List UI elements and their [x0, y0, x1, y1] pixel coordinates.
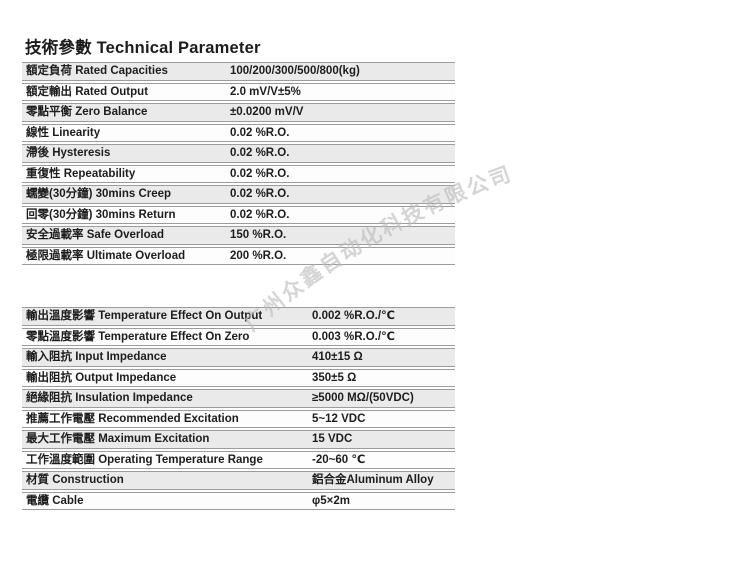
technical-parameter-table-electrical: 輸出溫度影響 Temperature Effect On Output 0.00… — [22, 307, 455, 512]
row-value: 350±5 Ω — [312, 371, 357, 384]
row-label: 電纜 Cable — [26, 494, 84, 507]
table-row: 輸出阻抗 Output Impedance 350±5 Ω — [22, 368, 455, 387]
row-value: 0.02 %R.O. — [230, 126, 290, 139]
row-value: 0.02 %R.O. — [230, 167, 290, 180]
row-value: 鋁合金Aluminum Alloy — [312, 474, 434, 486]
row-label: 線性 Linearity — [26, 126, 101, 139]
row-label: 輸入阻抗 Input Impedance — [26, 351, 167, 363]
page-title: 技術參數 Technical Parameter — [25, 39, 261, 57]
row-label: 滯後 Hysteresis — [26, 147, 111, 159]
row-value: φ5×2m — [312, 494, 350, 507]
row-value: -20~60 ℃ — [312, 453, 366, 466]
row-value: 0.002 %R.O./℃ — [312, 310, 395, 322]
table-row: 滯後 Hysteresis 0.02 %R.O. — [22, 144, 455, 163]
row-value: 0.003 %R.O./℃ — [312, 330, 395, 343]
row-label: 額定輸出 Rated Output — [26, 85, 149, 98]
row-label: 零點溫度影響 Temperature Effect On Zero — [26, 330, 250, 343]
table-row: 額定輸出 Rated Output 2.0 mV/V±5% — [22, 82, 455, 101]
row-label: 推薦工作電壓 Recommended Excitation — [26, 412, 239, 425]
row-label: 最大工作電壓 Maximum Excitation — [26, 433, 210, 445]
row-value: 0.02 %R.O. — [230, 147, 290, 159]
table-row: 輸出溫度影響 Temperature Effect On Output 0.00… — [22, 307, 455, 326]
row-value: 410±15 Ω — [312, 351, 363, 363]
row-value: ±0.0200 mV/V — [230, 106, 304, 118]
table-row: 額定負荷 Rated Capacities 100/200/300/500/80… — [22, 62, 455, 81]
table-row: 零點溫度影響 Temperature Effect On Zero 0.003 … — [22, 327, 455, 346]
row-label: 工作溫度範圍 Operating Temperature Range — [26, 453, 263, 466]
row-value: ≥5000 MΩ/(50VDC) — [312, 392, 414, 404]
row-value: 15 VDC — [312, 433, 353, 445]
row-label: 極限過載率 Ultimate Overload — [26, 249, 186, 262]
row-value: 150 %R.O. — [230, 229, 287, 241]
row-label: 重復性 Repeatability — [26, 167, 136, 180]
table-row: 電纜 Cable φ5×2m — [22, 491, 455, 510]
table-row: 零點平衡 Zero Balance ±0.0200 mV/V — [22, 103, 455, 122]
table-row: 絕緣阻抗 Insulation Impedance ≥5000 MΩ/(50VD… — [22, 389, 455, 408]
table-row: 推薦工作電壓 Recommended Excitation 5~12 VDC — [22, 409, 455, 428]
row-label: 安全過載率 Safe Overload — [26, 229, 165, 241]
technical-parameter-table-basic: 額定負荷 Rated Capacities 100/200/300/500/80… — [22, 62, 455, 267]
row-label: 材質 Construction — [26, 474, 124, 486]
table-row: 材質 Construction 鋁合金Aluminum Alloy — [22, 471, 455, 490]
row-value: 200 %R.O. — [230, 249, 287, 262]
row-label: 輸出溫度影響 Temperature Effect On Output — [26, 310, 263, 322]
table-row: 安全過載率 Safe Overload 150 %R.O. — [22, 226, 455, 245]
row-value: 2.0 mV/V±5% — [230, 85, 301, 98]
row-value: 0.02 %R.O. — [230, 188, 290, 200]
row-label: 絕緣阻抗 Insulation Impedance — [26, 392, 193, 404]
row-label: 回零(30分鐘) 30mins Return — [26, 208, 176, 221]
table-row: 最大工作電壓 Maximum Excitation 15 VDC — [22, 430, 455, 449]
table-row: 線性 Linearity 0.02 %R.O. — [22, 123, 455, 142]
row-label: 額定負荷 Rated Capacities — [26, 65, 168, 77]
table-row: 工作溫度範圍 Operating Temperature Range -20~6… — [22, 450, 455, 469]
row-label: 零點平衡 Zero Balance — [26, 106, 148, 118]
row-value: 5~12 VDC — [312, 412, 366, 425]
row-label: 蠕變(30分鐘) 30mins Creep — [26, 188, 172, 200]
row-label: 輸出阻抗 Output Impedance — [26, 371, 177, 384]
table-row: 蠕變(30分鐘) 30mins Creep 0.02 %R.O. — [22, 185, 455, 204]
table-row: 極限過載率 Ultimate Overload 200 %R.O. — [22, 246, 455, 265]
table-row: 重復性 Repeatability 0.02 %R.O. — [22, 164, 455, 183]
row-value: 0.02 %R.O. — [230, 208, 290, 221]
table-row: 輸入阻抗 Input Impedance 410±15 Ω — [22, 348, 455, 367]
table-row: 回零(30分鐘) 30mins Return 0.02 %R.O. — [22, 205, 455, 224]
row-value: 100/200/300/500/800(kg) — [230, 65, 360, 77]
